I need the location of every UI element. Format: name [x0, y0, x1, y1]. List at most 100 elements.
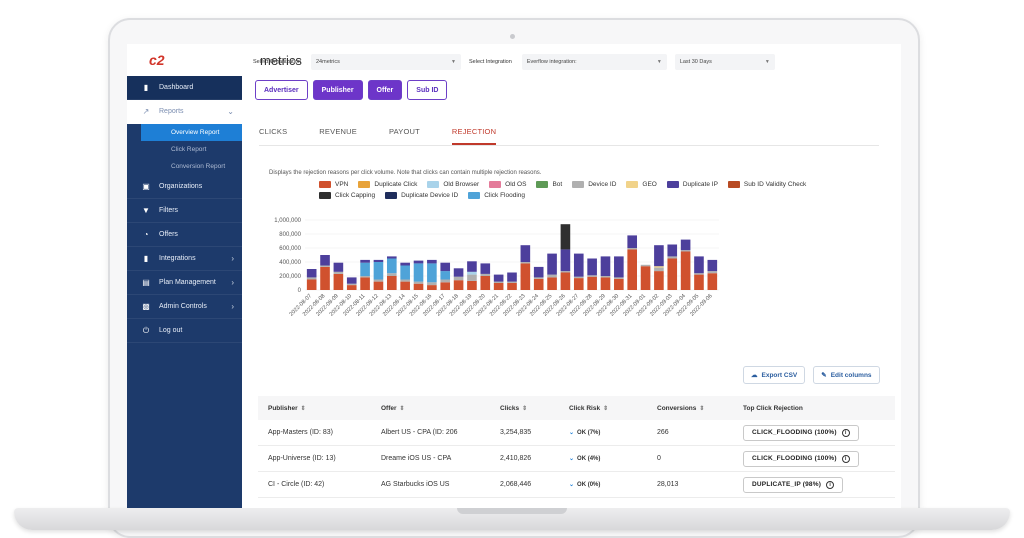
publisher-button[interactable]: Publisher [312, 80, 363, 100]
bar-segment[interactable] [694, 274, 704, 290]
bar-segment[interactable] [413, 263, 424, 282]
bar-segment[interactable] [520, 262, 531, 264]
bar-segment[interactable] [333, 273, 344, 290]
legend-item[interactable]: GEO [626, 181, 657, 188]
bar-segment[interactable] [547, 277, 557, 290]
bar-segment[interactable] [320, 266, 330, 290]
legend-item[interactable]: Old Browser [427, 181, 479, 188]
sidebar-item-organizations[interactable]: ▣ Organizations [127, 175, 242, 199]
bar-segment[interactable] [627, 248, 638, 250]
bar-segment[interactable] [453, 280, 464, 290]
sidebar-item-admin-controls[interactable]: ▩ Admin Controls › [127, 295, 242, 319]
bar-segment[interactable] [467, 271, 477, 275]
tab-clicks[interactable]: CLICKS [259, 127, 288, 136]
bar-segment[interactable] [667, 244, 678, 257]
org-select[interactable]: 24metrics ▼ [311, 54, 461, 70]
bar-segment[interactable] [560, 249, 571, 272]
sidebar-item-filters[interactable]: ▼ Filters [127, 199, 242, 223]
bar-segment[interactable] [680, 250, 691, 252]
integration-select[interactable]: Everflow integration: ▼ [521, 54, 667, 70]
bar-segment[interactable] [440, 279, 451, 283]
bar-segment[interactable] [360, 277, 370, 290]
bar-segment[interactable] [306, 269, 317, 278]
bar-segment[interactable] [493, 274, 504, 282]
bar-segment[interactable] [507, 281, 517, 283]
bar-segment[interactable] [360, 259, 370, 263]
bar-segment[interactable] [360, 276, 370, 278]
bar-segment[interactable] [614, 256, 624, 278]
sidebar-item-reports[interactable]: ↗ Reports ⌄ [127, 100, 242, 124]
bar-segment[interactable] [440, 282, 451, 290]
cell-click-risk[interactable]: ⌄ OK (0%) [559, 481, 647, 488]
legend-item[interactable]: Device ID [572, 181, 616, 188]
bar-segment[interactable] [587, 258, 597, 276]
sidebar-item-dashboard[interactable]: ▮ Dashboard [127, 76, 242, 100]
bar-segment[interactable] [680, 239, 691, 251]
bar-segment[interactable] [533, 266, 544, 278]
bar-segment[interactable] [427, 282, 437, 286]
legend-item[interactable]: VPN [319, 181, 348, 188]
cell-click-risk[interactable]: ⌄ OK (4%) [559, 455, 647, 462]
export-csv-button[interactable]: ☁ Export CSV [743, 366, 806, 384]
sidebar-sub-overview-report[interactable]: Overview Report [141, 124, 242, 141]
bar-segment[interactable] [467, 261, 477, 272]
bar-segment[interactable] [507, 283, 517, 290]
tab-revenue[interactable]: REVENUE [319, 127, 357, 136]
bar-segment[interactable] [427, 259, 437, 264]
bar-segment[interactable] [587, 276, 597, 290]
bar-segment[interactable] [373, 262, 384, 280]
col-offer[interactable]: Offer ⇕ [371, 405, 490, 412]
sidebar-sub-click-report[interactable]: Click Report [127, 141, 242, 158]
bar-segment[interactable] [707, 259, 718, 272]
offer-button[interactable]: Offer [367, 80, 403, 100]
bar-segment[interactable] [413, 260, 424, 264]
bar-segment[interactable] [654, 245, 664, 267]
rejection-badge[interactable]: CLICK_FLOODING (100%) i [743, 450, 859, 467]
bar-segment[interactable] [320, 255, 330, 266]
bar-segment[interactable] [627, 249, 638, 290]
bar-segment[interactable] [346, 283, 357, 286]
bar-segment[interactable] [346, 285, 357, 290]
bar-segment[interactable] [320, 265, 330, 267]
bar-segment[interactable] [507, 272, 517, 282]
legend-item[interactable]: Click Capping [319, 192, 375, 199]
legend-item[interactable]: Duplicate Click [358, 181, 417, 188]
bar-segment[interactable] [413, 283, 424, 290]
bar-segment[interactable] [386, 276, 397, 290]
edit-columns-button[interactable]: ✎ Edit columns [813, 366, 880, 384]
advertiser-button[interactable]: Advertiser [255, 80, 308, 100]
info-icon[interactable]: i [841, 428, 850, 437]
bar-segment[interactable] [600, 276, 611, 278]
col-clicks[interactable]: Clicks ⇕ [490, 405, 559, 412]
bar-segment[interactable] [533, 278, 544, 290]
sidebar-item-integrations[interactable]: ▮ Integrations › [127, 247, 242, 271]
bar-segment[interactable] [694, 273, 704, 275]
table-row[interactable]: App-Universe (ID: 13) Dreame iOS US - CP… [258, 446, 895, 472]
sidebar-item-offers[interactable]: ◔ Offers [127, 223, 242, 247]
legend-item[interactable]: Click Flooding [468, 192, 525, 199]
bar-segment[interactable] [493, 281, 504, 283]
bar-segment[interactable] [614, 277, 624, 279]
info-icon[interactable]: i [826, 480, 835, 489]
bar-segment[interactable] [547, 274, 557, 278]
bar-segment[interactable] [547, 253, 557, 275]
bar-segment[interactable] [467, 274, 477, 281]
bar-segment[interactable] [667, 256, 678, 259]
bar-segment[interactable] [333, 271, 344, 274]
bar-segment[interactable] [306, 279, 317, 291]
bar-segment[interactable] [600, 256, 611, 276]
bar-segment[interactable] [654, 271, 664, 290]
bar-segment[interactable] [707, 273, 718, 290]
legend-item[interactable]: Duplicate IP [666, 181, 718, 188]
bar-segment[interactable] [560, 271, 571, 273]
bar-segment[interactable] [400, 262, 410, 266]
bar-segment[interactable] [480, 273, 491, 276]
info-icon[interactable]: i [841, 454, 850, 463]
bar-segment[interactable] [386, 256, 397, 259]
legend-item[interactable]: Duplicate Device ID [385, 192, 458, 199]
bar-segment[interactable] [413, 281, 424, 284]
bar-segment[interactable] [440, 271, 451, 280]
rejection-badge[interactable]: CLICK_FLOODING (100%) i [743, 424, 859, 441]
bar-segment[interactable] [386, 258, 397, 274]
subid-button[interactable]: Sub ID [407, 80, 448, 100]
